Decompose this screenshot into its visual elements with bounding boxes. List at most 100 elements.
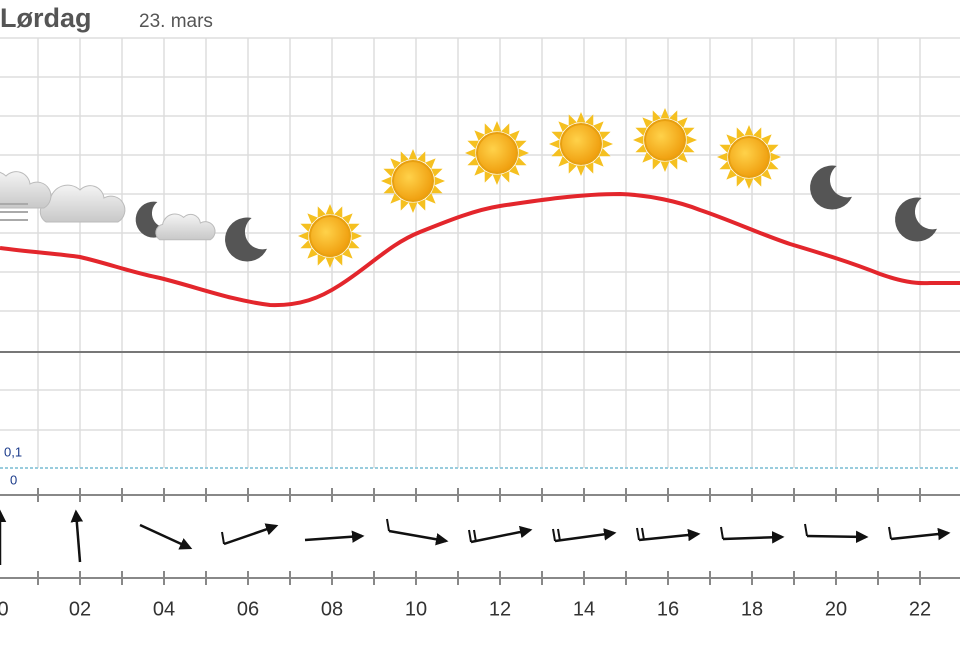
sun-ray <box>342 248 353 259</box>
sun-ray <box>635 127 647 136</box>
sun-disc <box>560 123 602 165</box>
wind-barb <box>557 528 561 542</box>
sun-ray <box>677 117 688 128</box>
hour-label: 08 <box>321 598 343 620</box>
sun-ray <box>585 114 594 126</box>
sun-ray <box>549 139 560 149</box>
date: 23. mars <box>139 11 213 32</box>
sun-ray <box>719 161 731 170</box>
sun-disc <box>309 215 351 257</box>
hour-label: 0 <box>0 598 9 620</box>
wind-barb <box>641 527 645 541</box>
wind-barb <box>720 526 724 540</box>
day-title: Lørdag <box>0 3 92 33</box>
sun-ray <box>669 158 678 170</box>
sun-ray <box>683 144 695 153</box>
sun-ray <box>348 240 360 249</box>
sun-ray <box>669 110 678 122</box>
wind-barb <box>804 523 808 537</box>
sun-ray <box>383 185 395 194</box>
sun-ray <box>642 152 653 163</box>
hour-label: 22 <box>909 598 931 620</box>
sun-ray <box>518 148 529 158</box>
sun-ray <box>307 213 318 224</box>
sun-ray <box>726 169 737 180</box>
sun-ray <box>434 176 445 186</box>
sun-ray <box>677 152 688 163</box>
sun-ray <box>753 175 762 187</box>
wind-barb <box>636 527 640 541</box>
sun-ray <box>551 148 563 157</box>
sun-ray <box>431 185 443 194</box>
wind-arrow <box>388 529 449 546</box>
wind-barb <box>468 529 472 543</box>
sun-ray <box>683 127 695 136</box>
sun-ray <box>307 248 318 259</box>
sun-ray <box>317 206 326 218</box>
sun-ray <box>351 231 362 241</box>
sun-ray <box>602 139 613 149</box>
sun-ray <box>744 125 754 136</box>
sun-ray <box>408 202 418 213</box>
sun-ray <box>717 152 728 162</box>
moon-icon <box>225 217 267 262</box>
sun-ray <box>551 131 563 140</box>
sun-ray <box>736 127 745 139</box>
sun-ray <box>767 161 779 170</box>
sun-ray <box>474 165 485 176</box>
sun-icon <box>381 149 445 213</box>
sun-ray <box>509 130 520 141</box>
sun-ray <box>576 112 586 123</box>
sun-ray <box>761 169 772 180</box>
moon-icon <box>810 165 852 210</box>
hour-label: 10 <box>405 598 427 620</box>
sun-ray <box>652 110 661 122</box>
sun-ray <box>660 108 670 119</box>
sun-ray <box>515 157 527 166</box>
cloud-icon <box>39 184 126 223</box>
sun-icon <box>465 121 529 185</box>
sun-icon <box>717 125 781 189</box>
wind-arrow <box>806 530 869 544</box>
sun-ray <box>633 135 644 145</box>
sun-ray <box>390 158 401 169</box>
sun-ray <box>342 213 353 224</box>
sun-ray <box>390 193 401 204</box>
sun-ray <box>298 231 309 241</box>
wind-arrow <box>304 530 365 543</box>
sun-ray <box>585 162 594 174</box>
wind-arrow <box>70 509 84 563</box>
hour-label: 20 <box>825 598 847 620</box>
sun-ray <box>568 162 577 174</box>
sun-ray <box>568 114 577 126</box>
sun-ray <box>558 121 569 132</box>
sun-ray <box>599 148 611 157</box>
wind-arrow <box>890 527 951 541</box>
sun-ray <box>425 158 436 169</box>
sun-ray <box>334 206 343 218</box>
precip-label: 0,1 <box>4 444 22 459</box>
sun-ray <box>400 151 409 163</box>
sun-ray <box>492 121 502 132</box>
sun-ray <box>744 178 754 189</box>
sun-ray <box>484 123 493 135</box>
sun-ray <box>334 254 343 266</box>
sun-ray <box>400 199 409 211</box>
sun-icon <box>549 112 613 176</box>
cloud-icon <box>0 171 52 209</box>
sun-ray <box>652 158 661 170</box>
hour-label: 12 <box>489 598 511 620</box>
cloud-icon <box>155 213 216 241</box>
sun-ray <box>501 123 510 135</box>
wind-barb <box>888 526 892 540</box>
sun-ray <box>686 135 697 145</box>
sun-icon <box>298 204 362 268</box>
sun-ray <box>726 134 737 145</box>
sun-ray <box>558 156 569 167</box>
sun-ray <box>484 171 493 183</box>
wind-arrow <box>139 523 193 550</box>
sun-ray <box>660 161 670 172</box>
sun-ray <box>593 156 604 167</box>
sun-ray <box>492 174 502 185</box>
